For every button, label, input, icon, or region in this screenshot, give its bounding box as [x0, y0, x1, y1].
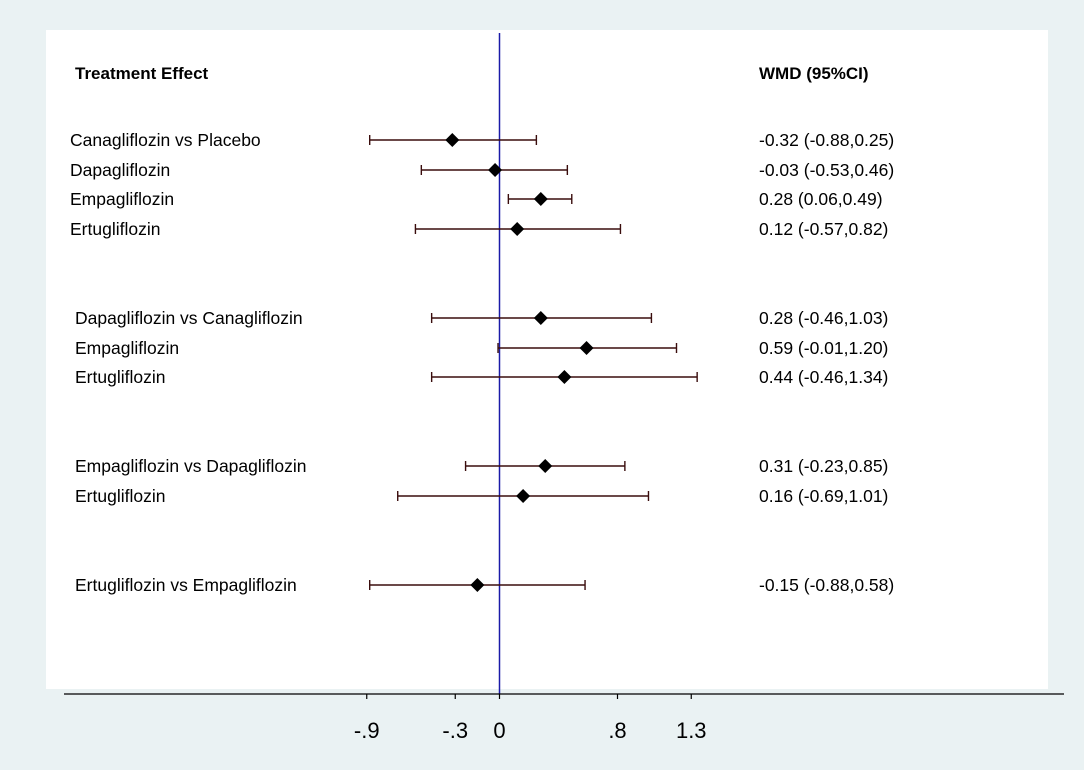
- point-estimate-marker: [533, 192, 548, 206]
- point-estimate-marker: [533, 311, 548, 325]
- forest-row: Dapagliflozin vs Canagliflozin 0.28 (-0.4…: [75, 308, 888, 328]
- row-label: Ertugliflozin: [70, 219, 160, 239]
- row-label: Empagliflozin: [70, 189, 174, 209]
- forest-row: Canagliflozin vs Placebo -0.32 (-0.88,0.2…: [70, 130, 894, 150]
- x-tick-label: 1.3: [676, 718, 707, 743]
- wmd-value: 0.59 (-0.01,1.20): [759, 338, 888, 358]
- point-estimate-marker: [445, 133, 460, 147]
- wmd-value: 0.44 (-0.46,1.34): [759, 367, 888, 387]
- point-estimate-marker: [579, 341, 594, 355]
- row-label: Dapagliflozin vs Canagliflozin: [75, 308, 303, 328]
- wmd-value: 0.31 (-0.23,0.85): [759, 456, 888, 476]
- x-tick-label: -.3: [442, 718, 468, 743]
- wmd-value: -0.32 (-0.88,0.25): [759, 130, 894, 150]
- forest-rows: Canagliflozin vs Placebo -0.32 (-0.88,0.2…: [70, 130, 894, 595]
- wmd-value: 0.28 (0.06,0.49): [759, 189, 883, 209]
- point-estimate-marker: [510, 222, 525, 236]
- point-estimate-marker: [488, 163, 503, 177]
- point-estimate-marker: [557, 370, 572, 384]
- forest-row: Ertugliflozin 0.44 (-0.46,1.34): [75, 367, 888, 387]
- forest-row: Empagliflozin 0.59 (-0.01,1.20): [75, 338, 888, 358]
- x-axis-ticks: -.9 -.3 0 .8 1.3: [354, 694, 707, 743]
- forest-row: Dapagliflozin -0.03 (-0.53,0.46): [70, 160, 894, 180]
- forest-row: Ertugliflozin 0.16 (-0.69,1.01): [75, 486, 888, 506]
- wmd-value: -0.15 (-0.88,0.58): [759, 575, 894, 595]
- x-tick-label: -.9: [354, 718, 380, 743]
- row-label: Ertugliflozin: [75, 367, 165, 387]
- row-label: Empagliflozin vs Dapagliflozin: [75, 456, 307, 476]
- wmd-value: 0.28 (-0.46,1.03): [759, 308, 888, 328]
- forest-row: Ertugliflozin 0.12 (-0.57,0.82): [70, 219, 888, 239]
- wmd-header: WMD (95%CI): [759, 64, 869, 83]
- wmd-value: 0.16 (-0.69,1.01): [759, 486, 888, 506]
- point-estimate-marker: [516, 489, 531, 503]
- forest-row: Empagliflozin 0.28 (0.06,0.49): [70, 189, 883, 209]
- point-estimate-marker: [538, 459, 553, 473]
- plot-area: [46, 30, 1048, 689]
- treatment-effect-header: Treatment Effect: [75, 64, 209, 83]
- row-label: Dapagliflozin: [70, 160, 170, 180]
- point-estimate-marker: [470, 578, 485, 592]
- wmd-value: 0.12 (-0.57,0.82): [759, 219, 888, 239]
- forest-row: Ertugliflozin vs Empagliflozin -0.15 (-0.…: [75, 575, 894, 595]
- row-label: Canagliflozin vs Placebo: [70, 130, 261, 150]
- row-label: Empagliflozin: [75, 338, 179, 358]
- x-tick-label: .8: [608, 718, 626, 743]
- forest-row: Empagliflozin vs Dapagliflozin 0.31 (-0.2…: [75, 456, 888, 476]
- row-label: Ertugliflozin vs Empagliflozin: [75, 575, 297, 595]
- wmd-value: -0.03 (-0.53,0.46): [759, 160, 894, 180]
- x-tick-label: 0: [493, 718, 505, 743]
- row-label: Ertugliflozin: [75, 486, 165, 506]
